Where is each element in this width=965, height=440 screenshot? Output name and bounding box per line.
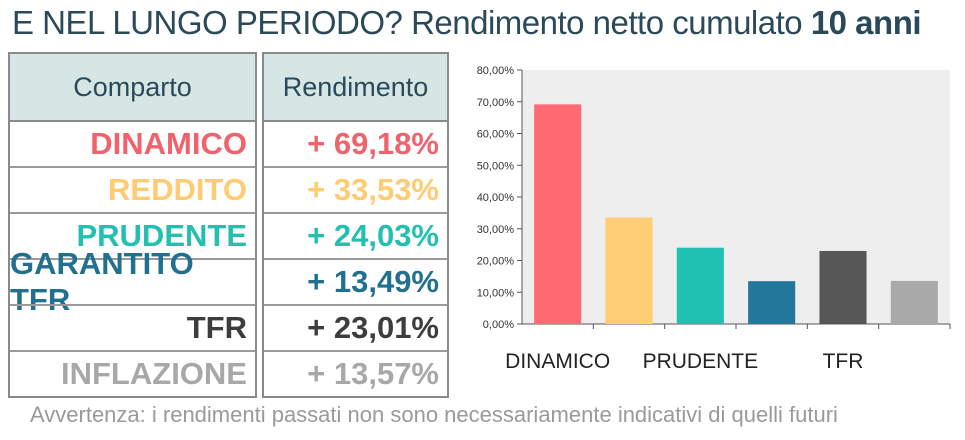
plot-background [522, 70, 950, 324]
table-cell-rendimento-garantito-tfr: + 13,49% [264, 258, 447, 304]
x-tick-label: PRUDENTE [643, 350, 759, 373]
title-prefix: E NEL LUNGO PERIODO? [12, 4, 403, 41]
disclaimer-note: Avvertenza: i rendimenti passati non son… [30, 402, 838, 427]
bar-chart: 0,00% 10,00% 20,00% 30,00% 40,00% 50,00% 60,00… [477, 65, 951, 373]
column-header-rendimento: Rendimento [264, 54, 447, 122]
bar [748, 281, 796, 324]
bar [890, 280, 938, 324]
y-tick-label: 50,00% [477, 160, 515, 172]
table-column-comparto: Comparto DINAMICO REDDITO PRUDENTE GARAN… [8, 52, 257, 398]
title-bold: 10 anni [810, 4, 922, 41]
table-cell-rendimento-prudente: + 24,03% [264, 212, 447, 258]
bar [534, 104, 582, 324]
y-tick-label: 80,00% [477, 65, 515, 77]
y-tick-label: 10,00% [477, 287, 515, 299]
table-cell-rendimento-dinamico: + 69,18% [307, 126, 439, 161]
y-tick-label: 20,00% [477, 256, 515, 268]
table-column-rendimento: Rendimento + 69,18% + 33,53% + 24,03% + … [262, 52, 449, 398]
table-cell-comparto-reddito: REDDITO [10, 166, 255, 212]
table-cell-rendimento-inflazione: + 13,57% [264, 350, 447, 396]
title-middle: Rendimento netto cumulato [411, 4, 803, 41]
bar [605, 217, 653, 324]
table-cell-comparto-tfr: TFR [10, 304, 255, 350]
table-cell-comparto-garantito-tfr: GARANTITO TFR [10, 246, 255, 317]
y-tick-label: 40,00% [477, 192, 515, 204]
x-tick-label: TFR [823, 350, 864, 373]
bar [819, 250, 867, 324]
table-cell-comparto-inflazione: INFLAZIONE [10, 350, 255, 396]
table-cell-comparto-prudente: PRUDENTE [10, 212, 255, 258]
y-tick-label: 30,00% [477, 224, 515, 236]
bar [676, 247, 724, 324]
table-cell-comparto-dinamico: DINAMICO [90, 126, 247, 161]
table-cell-rendimento-reddito: + 33,53% [264, 166, 447, 212]
y-tick-label: 60,00% [477, 129, 515, 141]
column-header-comparto: Comparto [10, 54, 255, 122]
y-tick-label: 0,00% [483, 319, 514, 331]
x-tick-label: DINAMICO [505, 350, 610, 373]
table-cell-rendimento-tfr: + 23,01% [264, 304, 447, 350]
page-title: E NEL LUNGO PERIODO? Rendimento netto cu… [12, 4, 922, 42]
y-tick-label: 70,00% [477, 97, 515, 109]
